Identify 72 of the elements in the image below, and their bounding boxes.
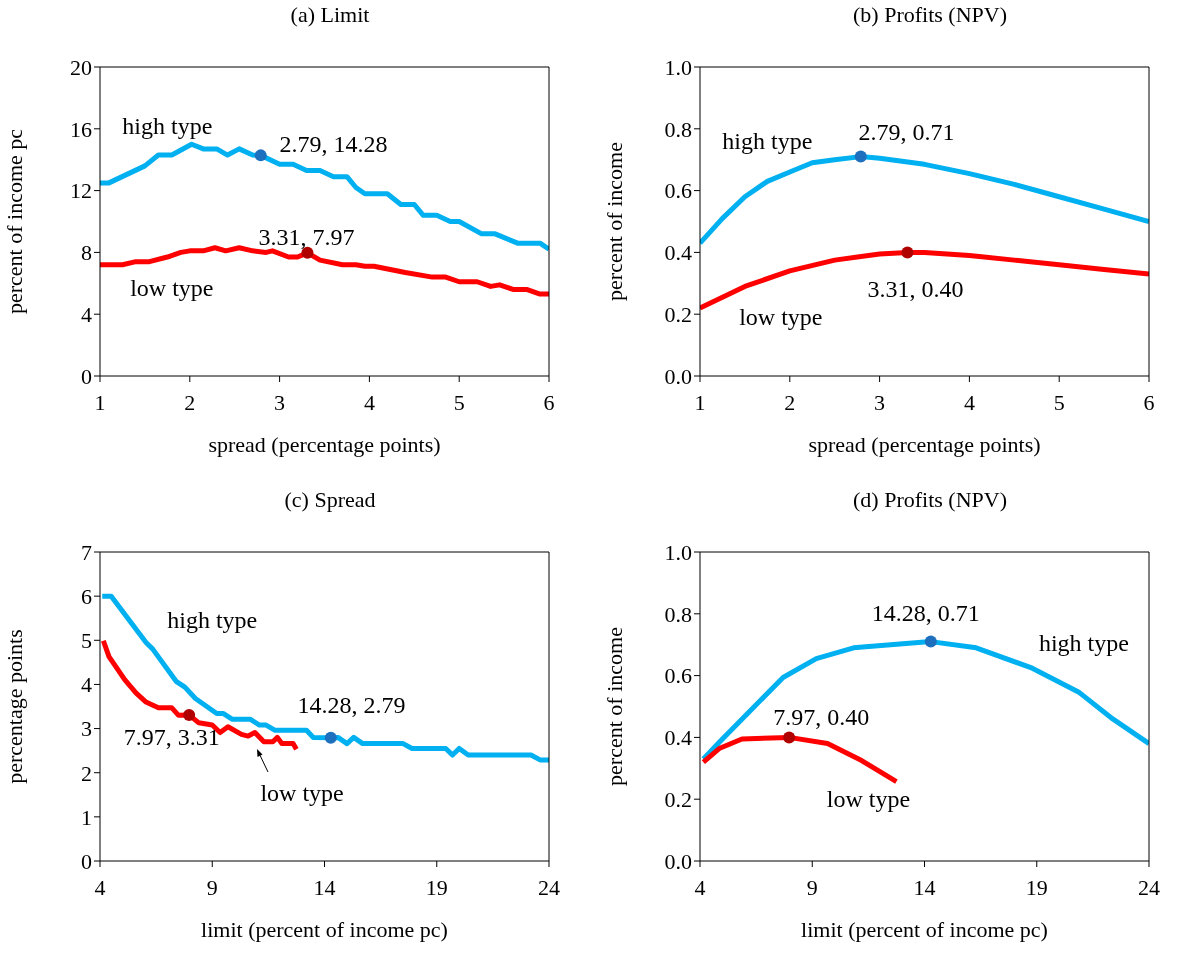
- x-axis-title: limit (percent of income pc): [801, 917, 1048, 942]
- annotation: 7.97, 0.40: [773, 704, 870, 731]
- x-tick-label: 9: [806, 874, 818, 900]
- y-tick-label: 16: [70, 116, 92, 142]
- chart-title: (b) Profits (NPV): [852, 1, 1008, 29]
- y-tick-label: 0.8: [664, 116, 692, 142]
- y-tick-label: 0.2: [664, 302, 692, 328]
- x-tick-label: 9: [206, 874, 218, 900]
- y-tick-label: 0: [81, 363, 92, 389]
- annotation: 14.28, 0.71: [871, 600, 980, 627]
- annotation: 7.97, 3.31: [123, 724, 220, 751]
- chart-title: (c) Spread: [283, 486, 377, 514]
- y-tick-label: 0.6: [664, 178, 692, 204]
- annotation: low type: [260, 780, 344, 807]
- x-tick-label: 4: [363, 389, 375, 415]
- annotation: high type: [1038, 630, 1129, 657]
- y-tick-label: 7: [81, 539, 92, 565]
- x-tick-label: 2: [784, 389, 796, 415]
- y-tick-label: 12: [70, 178, 92, 204]
- y-tick-label: 0.4: [664, 240, 692, 266]
- x-tick-label: 6: [1143, 389, 1155, 415]
- y-tick-label: 4: [81, 672, 92, 698]
- x-axis-title: spread (percentage points): [208, 432, 441, 457]
- y-tick-label: 20: [70, 54, 92, 80]
- x-tick-label: 14: [913, 874, 936, 900]
- chart-title: (d) Profits (NPV): [852, 486, 1008, 514]
- x-axis-title: spread (percentage points): [808, 432, 1041, 457]
- y-tick-label: 6: [81, 583, 92, 609]
- y-tick-label: 3: [81, 716, 92, 742]
- y-tick-label: 8: [81, 240, 92, 266]
- y-axis-title: percent of income: [601, 142, 627, 301]
- x-tick-label: 19: [1025, 874, 1048, 900]
- x-axis-title: limit (percent of income pc): [201, 917, 448, 942]
- annotation: low type: [130, 274, 214, 301]
- y-tick-label: 5: [81, 628, 92, 654]
- y-axis-title: percent of income pc: [1, 128, 27, 315]
- x-tick-label: 24: [1138, 874, 1160, 900]
- x-tick-label: 4: [963, 389, 975, 415]
- x-tick-label: 3: [874, 389, 886, 415]
- annotation: 3.31, 7.97: [258, 223, 355, 250]
- annotation: low type: [739, 304, 823, 331]
- y-tick-label: 2: [81, 760, 92, 786]
- x-tick-label: 19: [425, 874, 448, 900]
- y-tick-label: 0.0: [664, 848, 692, 874]
- x-tick-label: 5: [453, 389, 465, 415]
- y-tick-label: 0.0: [664, 363, 692, 389]
- y-tick-label: 0.2: [664, 787, 692, 813]
- annotation: high type: [167, 606, 258, 633]
- y-axis-title: percent of income: [601, 627, 627, 786]
- chart-title: (a) Limit: [289, 1, 371, 29]
- x-tick-label: 5: [1053, 389, 1065, 415]
- y-tick-label: 1.0: [664, 539, 692, 565]
- x-tick-label: 24: [538, 874, 560, 900]
- x-tick-label: 6: [543, 389, 555, 415]
- x-tick-label: 14: [313, 874, 336, 900]
- annotation: 2.79, 14.28: [279, 131, 388, 158]
- annotation: 14.28, 2.79: [297, 691, 406, 718]
- y-tick-label: 1.0: [664, 54, 692, 80]
- y-axis-title: percentage points: [1, 629, 27, 784]
- annotation: high type: [722, 128, 813, 155]
- y-tick-label: 0.8: [664, 601, 692, 627]
- annotation: high type: [122, 112, 213, 139]
- y-tick-label: 0.4: [664, 725, 692, 751]
- y-tick-label: 0: [81, 848, 92, 874]
- annotation: low type: [826, 786, 911, 813]
- annotation: 3.31, 0.40: [867, 276, 964, 303]
- y-tick-label: 0.6: [664, 663, 692, 689]
- annotation: 2.79, 0.71: [858, 118, 955, 145]
- y-tick-label: 1: [81, 804, 92, 830]
- y-tick-label: 4: [81, 302, 92, 328]
- x-tick-label: 3: [274, 389, 286, 415]
- x-tick-label: 2: [184, 389, 196, 415]
